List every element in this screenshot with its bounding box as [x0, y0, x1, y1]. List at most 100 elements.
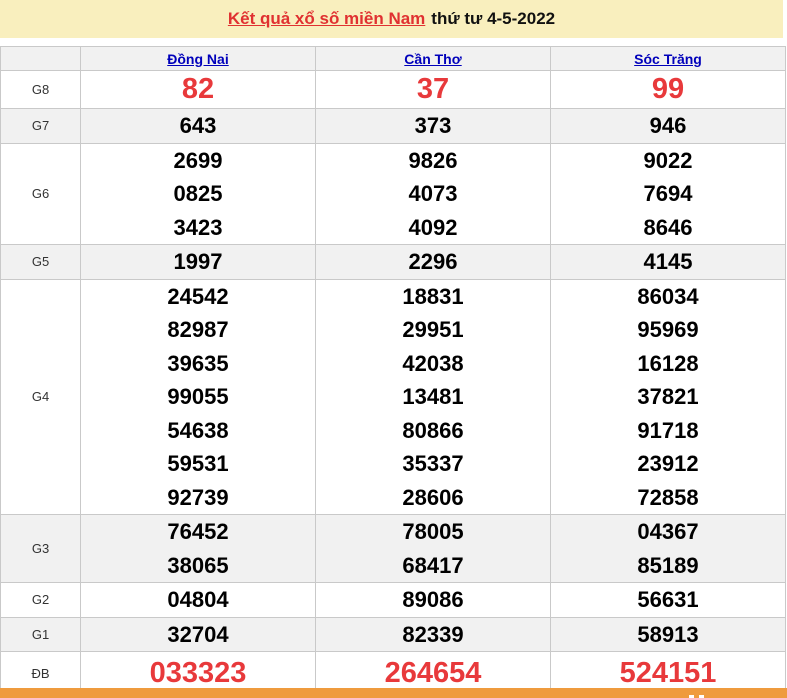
title-date: thứ tư 4-5-2022 — [431, 9, 556, 28]
prize-values-cell: 18831 29951 42038 13481 80866 35337 28606 — [315, 278, 551, 515]
prize-label: G1 — [0, 616, 81, 652]
prize-label: G7 — [0, 108, 81, 144]
title-link[interactable]: Kết quả xổ số miền Nam — [227, 9, 426, 28]
prize-label: G2 — [0, 582, 81, 618]
prize-values-cell: 56631 — [550, 582, 786, 618]
prize-number: 78005 — [402, 519, 464, 544]
prize-number: 13481 — [402, 384, 464, 409]
province-link-soc-trang[interactable]: Sóc Trăng — [634, 50, 702, 67]
prize-number: 04367 — [637, 519, 699, 544]
prize-row: G8 82 37 99 — [0, 70, 786, 109]
prize-number: 16128 — [637, 350, 699, 376]
prize-values-cell: 86034 95969 16128 37821 91718 23912 72858 — [550, 278, 786, 515]
prize-number: 643 — [179, 113, 217, 138]
prize-number: 033323 — [149, 657, 247, 689]
prize-label: ĐB — [0, 651, 81, 695]
province-header-dong-nai: Đồng Nai — [80, 46, 316, 71]
prize-values-cell: 82 — [80, 70, 316, 109]
prize-row: G5 1997 2296 4145 — [0, 244, 786, 280]
prize-number: 373 — [414, 113, 452, 138]
prize-number: 8646 — [643, 214, 693, 240]
prize-number: 82339 — [402, 621, 464, 647]
prize-row: ĐB 033323 264654 524151 — [0, 651, 786, 695]
prize-number: 86034 — [637, 283, 699, 309]
prize-number: 72858 — [637, 484, 699, 510]
prize-values-cell: 524151 — [550, 651, 786, 695]
prize-number: 35337 — [402, 451, 464, 476]
cutoff-text-fragment — [689, 695, 694, 698]
prize-number: 2699 — [173, 147, 223, 173]
prize-number: 28606 — [402, 484, 464, 510]
province-link-can-tho[interactable]: Cần Thơ — [404, 50, 462, 67]
results-table: Đồng Nai Cần Thơ Sóc Trăng G8 82 37 99 G7 643… — [0, 46, 786, 695]
prize-label: G3 — [0, 514, 81, 583]
prize-row: G7 643 373 946 — [0, 108, 786, 144]
prize-number: 56631 — [637, 587, 699, 612]
cutoff-text-fragment — [699, 695, 704, 698]
prize-values-cell: 78005 68417 — [315, 514, 551, 583]
page-header: Kết quả xổ số miền Nam thứ tư 4-5-2022 — [0, 0, 783, 38]
prize-number: 92739 — [167, 484, 229, 510]
province-header-can-tho: Cần Thơ — [315, 46, 551, 71]
prize-number: 32704 — [167, 621, 229, 647]
prize-values-cell: 9022 7694 8646 — [550, 142, 786, 245]
prize-number: 264654 — [384, 657, 482, 689]
prize-values-cell: 04367 85189 — [550, 514, 786, 583]
prize-number: 37 — [416, 73, 450, 105]
prize-values-cell: 37 — [315, 70, 551, 109]
prize-values-cell: 2296 — [315, 244, 551, 280]
prize-number: 39635 — [167, 350, 229, 376]
prize-number: 80866 — [402, 417, 464, 443]
prize-row: G3 76452 38065 78005 68417 04367 85189 — [0, 514, 786, 583]
prize-values-cell: 89086 — [315, 582, 551, 618]
prize-row: G6 2699 0825 3423 9826 4073 4092 9022 7694 8646 — [0, 142, 786, 245]
prize-column-header — [0, 46, 81, 71]
next-section-bar — [0, 688, 787, 698]
prize-label: G4 — [0, 278, 81, 515]
prize-label: G6 — [0, 142, 81, 245]
prize-number: 946 — [649, 113, 687, 138]
prize-label: G5 — [0, 244, 81, 280]
prize-number: 76452 — [167, 519, 229, 544]
prize-values-cell: 04804 — [80, 582, 316, 618]
prize-label: G8 — [0, 70, 81, 109]
prize-number: 524151 — [619, 657, 717, 689]
prize-number: 04804 — [167, 587, 229, 612]
prize-values-cell: 373 — [315, 108, 551, 144]
prize-values-cell: 1997 — [80, 244, 316, 280]
prize-number: 0825 — [173, 181, 223, 206]
prize-number: 54638 — [167, 417, 229, 443]
prize-number: 29951 — [402, 317, 464, 342]
province-header-row: Đồng Nai Cần Thơ Sóc Trăng — [0, 46, 786, 71]
prize-number: 68417 — [402, 552, 464, 578]
province-link-dong-nai[interactable]: Đồng Nai — [167, 50, 229, 67]
prize-number: 82 — [181, 73, 215, 105]
prize-values-cell: 32704 — [80, 616, 316, 652]
prize-number: 89086 — [402, 587, 464, 612]
prize-number: 3423 — [173, 214, 223, 240]
prize-values-cell: 643 — [80, 108, 316, 144]
prize-values-cell: 99 — [550, 70, 786, 109]
prize-number: 24542 — [167, 283, 229, 309]
prize-number: 38065 — [167, 552, 229, 578]
prize-number: 85189 — [637, 552, 699, 578]
prize-number: 4145 — [643, 249, 693, 274]
prize-number: 9826 — [408, 147, 458, 173]
prize-values-cell: 58913 — [550, 616, 786, 652]
prize-row: G1 32704 82339 58913 — [0, 616, 786, 652]
prize-number: 58913 — [637, 621, 699, 647]
prize-number: 2296 — [408, 249, 458, 274]
prize-number: 1997 — [173, 249, 223, 274]
prize-values-cell: 82339 — [315, 616, 551, 652]
prize-number: 4073 — [408, 181, 458, 206]
prize-number: 4092 — [408, 214, 458, 240]
prize-values-cell: 4145 — [550, 244, 786, 280]
prize-number: 23912 — [637, 451, 699, 476]
prize-number: 9022 — [643, 147, 693, 173]
prize-values-cell: 946 — [550, 108, 786, 144]
prize-number: 7694 — [643, 181, 693, 206]
prize-number: 42038 — [402, 350, 464, 376]
prize-number: 37821 — [637, 384, 699, 409]
province-header-soc-trang: Sóc Trăng — [550, 46, 786, 71]
prize-values-cell: 24542 82987 39635 99055 54638 59531 92739 — [80, 278, 316, 515]
